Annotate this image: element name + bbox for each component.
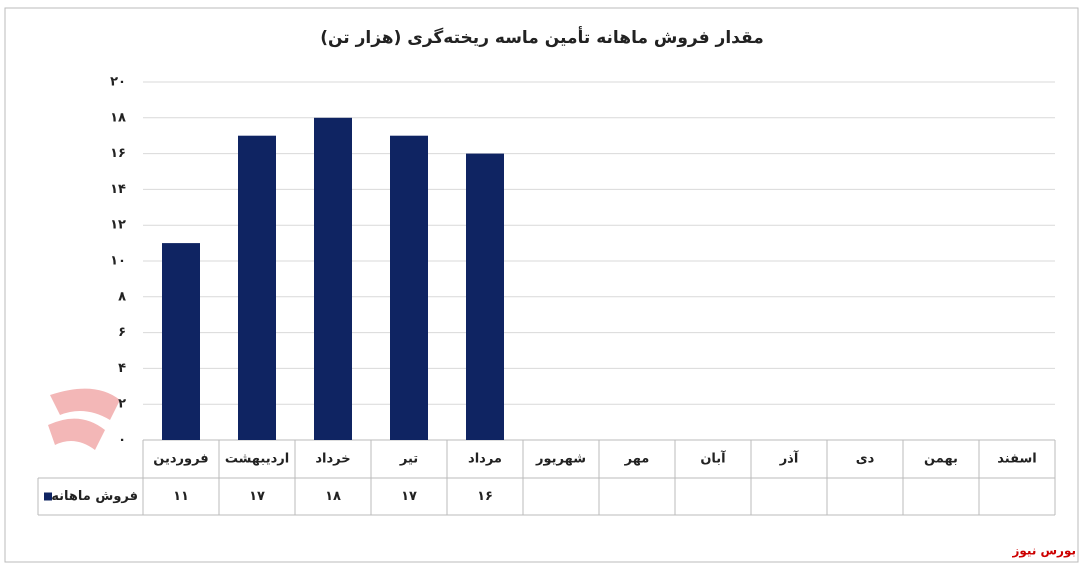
table-value: ۱۱ <box>173 489 189 504</box>
x-tick-label: اسفند <box>997 452 1036 467</box>
y-tick-label: ۱۲ <box>110 218 126 233</box>
x-tick-label: مهر <box>624 452 650 467</box>
x-tick-label: بهمن <box>924 452 958 467</box>
x-tick-label: آذر <box>779 450 799 467</box>
bar <box>314 117 352 441</box>
y-tick-label: ۱۸ <box>110 110 126 125</box>
watermark-shape <box>50 388 120 420</box>
watermark <box>48 388 120 450</box>
legend-swatch <box>44 492 52 501</box>
watermark-shape <box>48 418 105 450</box>
table-value: ۱۷ <box>401 489 417 504</box>
table-value: ۱۷ <box>249 489 265 504</box>
x-tick-label: تیر <box>399 452 418 467</box>
table-value: ۱۸ <box>325 489 341 504</box>
y-tick-label: ۲۰ <box>110 75 126 90</box>
x-tick-label: مرداد <box>468 452 502 467</box>
y-tick-label: ۴ <box>118 361 126 376</box>
y-tick-label: ۲ <box>118 397 126 412</box>
footer: بورس نیوز <box>1011 544 1076 559</box>
y-tick-label: ۰ <box>118 433 126 448</box>
chart-title: مقدار فروش ماهانه تأمین ماسه ریخته‌گری (… <box>320 26 764 48</box>
y-tick-label: ۸ <box>118 289 126 304</box>
y-tick-label: ۶ <box>118 325 126 340</box>
bar <box>466 153 504 440</box>
x-tick-label: دی <box>856 452 875 467</box>
y-tick-label: ۱۴ <box>110 182 126 197</box>
x-tick-label: آبان <box>700 450 726 467</box>
y-tick-label: ۱۶ <box>110 146 126 161</box>
bar <box>162 243 200 440</box>
x-tick-label: شهریور <box>535 452 586 467</box>
table-value: ۱۶ <box>477 489 493 504</box>
y-tick-label: ۱۰ <box>110 254 126 269</box>
bar <box>390 135 428 440</box>
x-tick-label: فروردین <box>153 452 208 467</box>
x-tick-label: اردیبهشت <box>225 452 289 467</box>
legend-label: فروش ماهانه <box>51 489 138 504</box>
bar <box>238 135 276 440</box>
x-tick-label: خرداد <box>315 452 350 467</box>
